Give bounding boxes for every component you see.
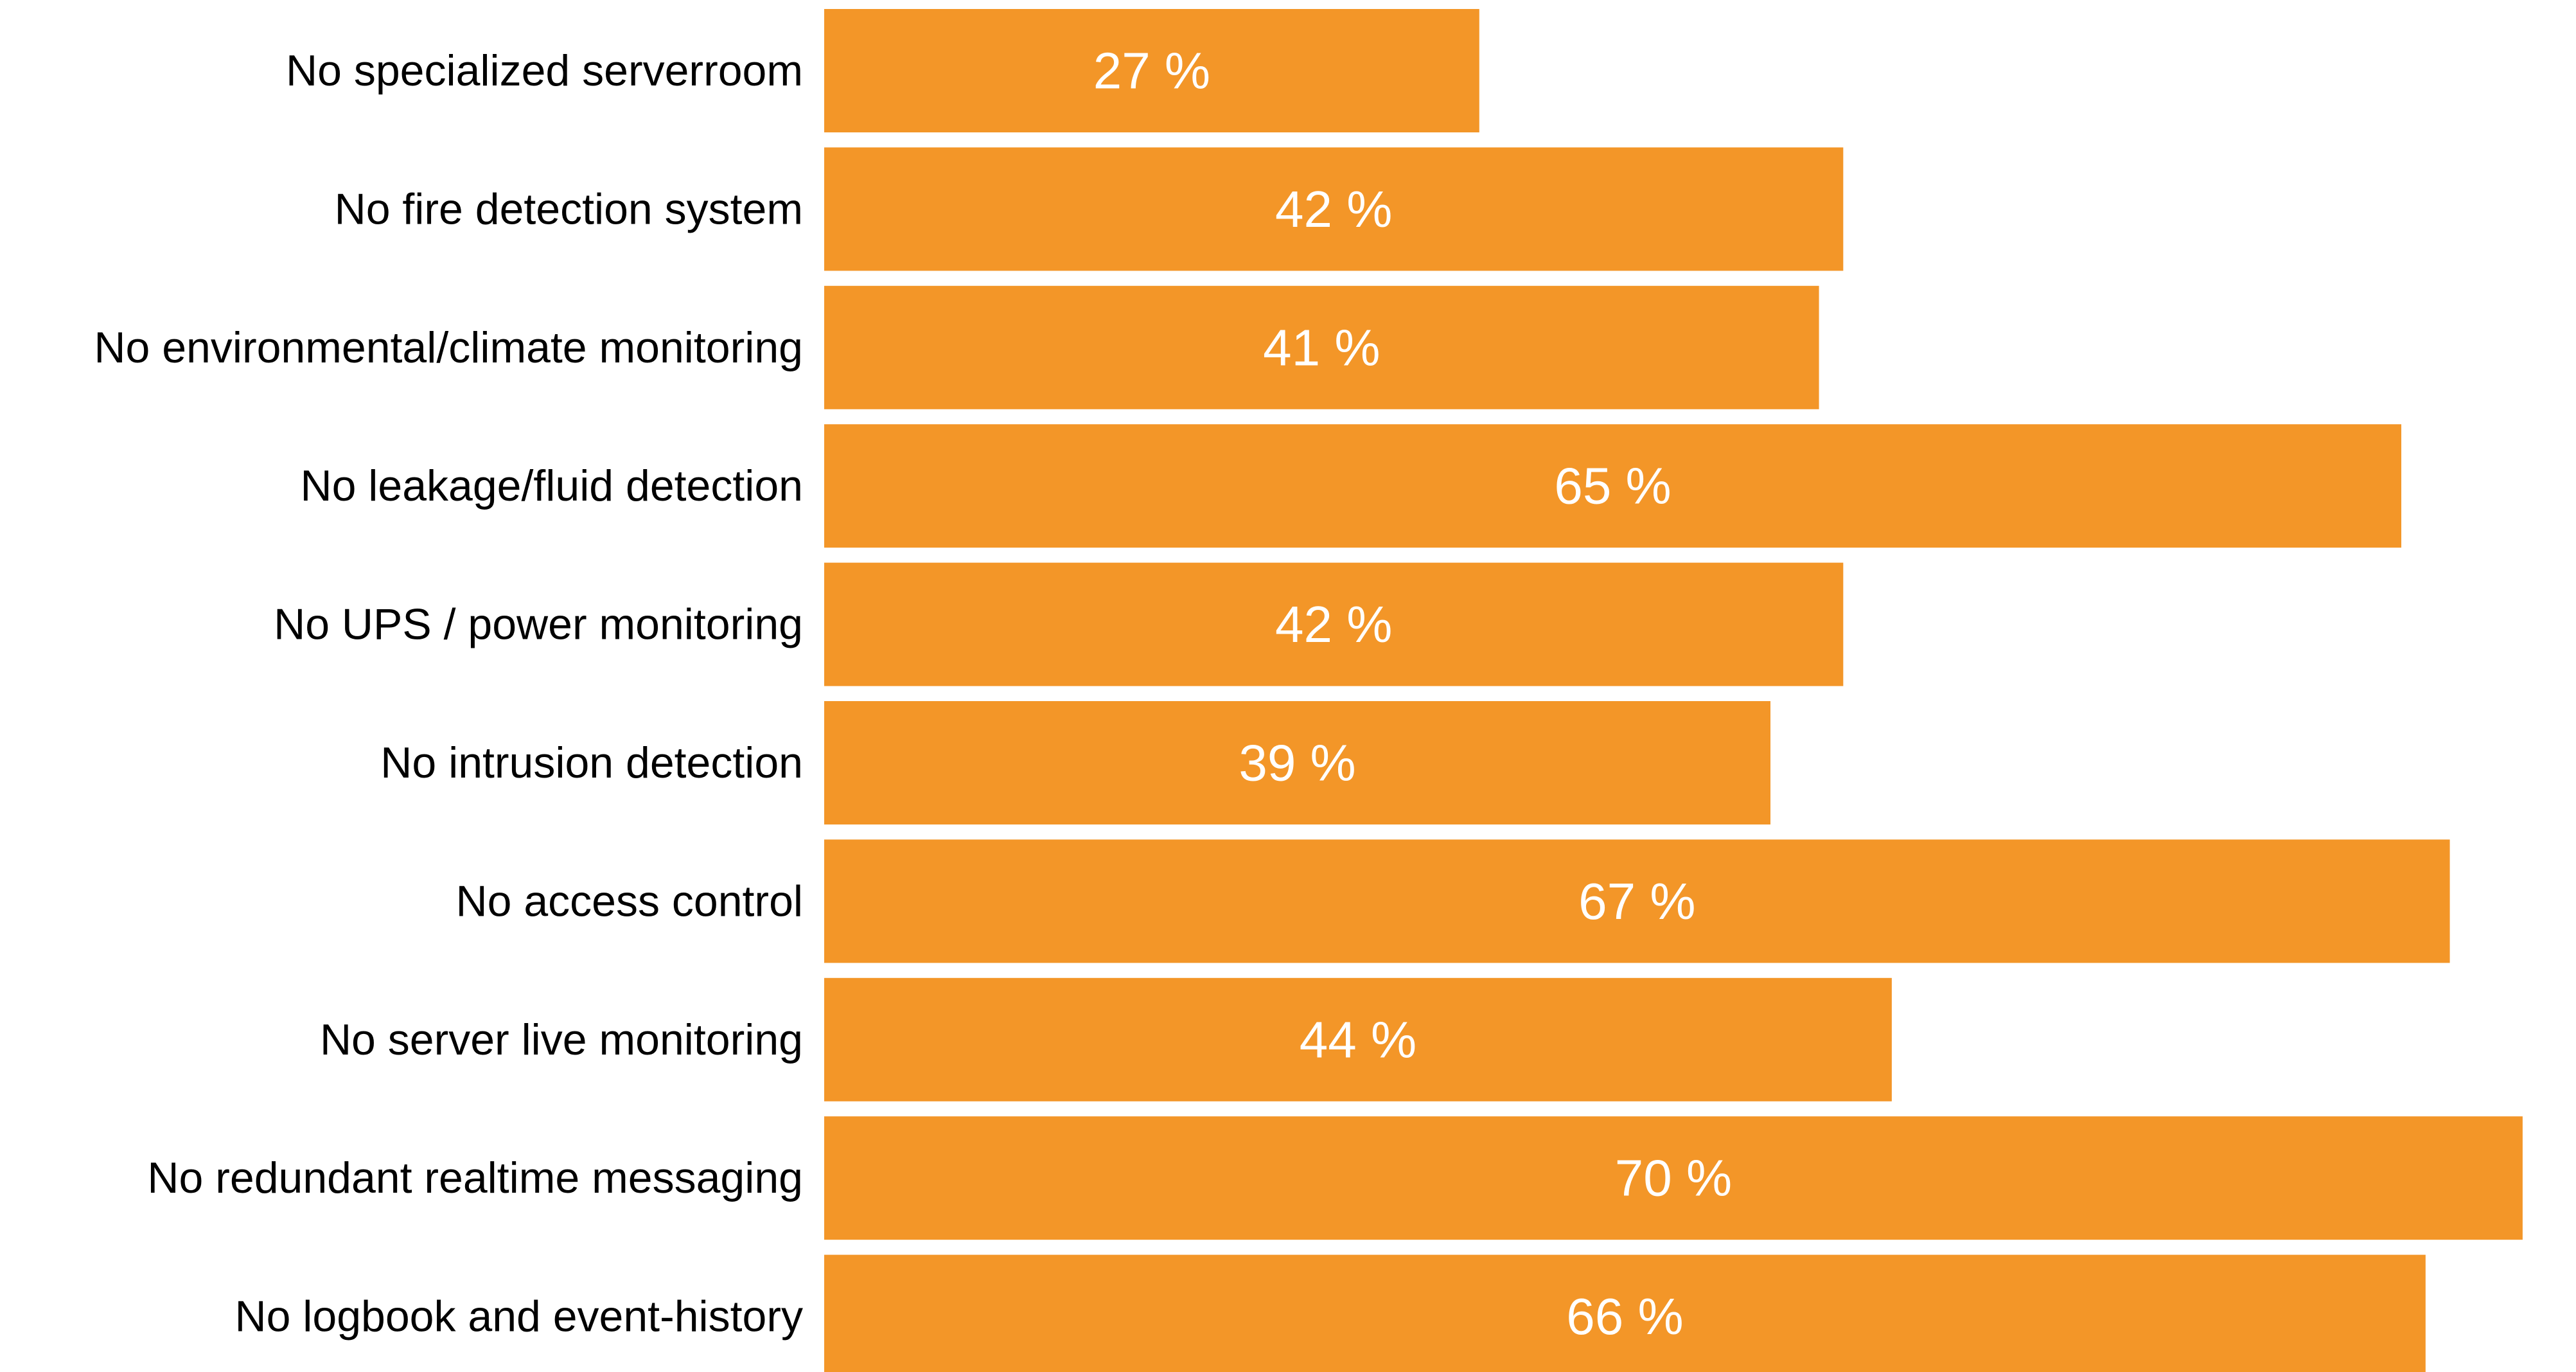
category-labels-group: No specialized serverroom No fire detecti… bbox=[94, 46, 803, 1341]
category-label: No leakage/fluid detection bbox=[300, 461, 803, 510]
bar bbox=[824, 839, 2450, 963]
category-label: No specialized serverroom bbox=[286, 46, 803, 95]
value-label: 27 % bbox=[1093, 42, 1210, 100]
category-label: No environmental/climate monitoring bbox=[94, 323, 803, 372]
bar bbox=[824, 1254, 2426, 1372]
bar bbox=[824, 562, 1844, 686]
bar bbox=[824, 424, 2402, 548]
value-label: 70 % bbox=[1615, 1150, 1732, 1207]
bars-group bbox=[824, 9, 2523, 1372]
value-label: 66 % bbox=[1566, 1288, 1683, 1345]
bar bbox=[824, 285, 1819, 409]
value-label: 42 % bbox=[1275, 596, 1392, 653]
category-label: No fire detection system bbox=[335, 184, 803, 233]
bar bbox=[824, 147, 1844, 271]
category-label: No UPS / power monitoring bbox=[274, 600, 803, 649]
bar bbox=[824, 977, 1892, 1101]
value-labels-group: 27 % 42 % 41 % 65 % 42 % 39 % 67 % 44 % 70 % 66 % bbox=[1093, 42, 1732, 1346]
bar bbox=[824, 1116, 2523, 1240]
bar bbox=[824, 9, 1479, 132]
bar bbox=[824, 701, 1771, 824]
value-label: 41 % bbox=[1263, 319, 1380, 376]
category-label: No access control bbox=[456, 877, 803, 925]
category-label: No intrusion detection bbox=[380, 738, 803, 787]
value-label: 44 % bbox=[1300, 1011, 1416, 1068]
value-label: 65 % bbox=[1554, 458, 1671, 515]
value-label: 42 % bbox=[1275, 181, 1392, 238]
category-label: No server live monitoring bbox=[320, 1015, 803, 1064]
value-label: 67 % bbox=[1578, 873, 1695, 930]
category-label: No logbook and event-history bbox=[234, 1292, 803, 1341]
category-label: No redundant realtime messaging bbox=[147, 1154, 803, 1202]
value-label: 39 % bbox=[1239, 735, 1355, 792]
